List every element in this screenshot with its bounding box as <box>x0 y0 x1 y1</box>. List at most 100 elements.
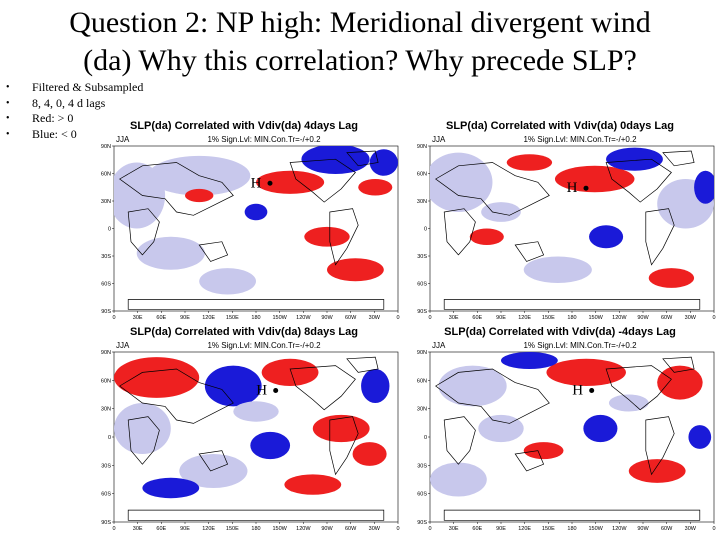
lon-tick-label: 30W <box>369 526 381 532</box>
lat-tick-label: 60N <box>417 172 427 178</box>
map-field <box>430 352 712 521</box>
coastline <box>662 356 695 373</box>
correlation-region <box>312 414 370 443</box>
lon-tick-label: 150W <box>272 315 287 321</box>
high-pressure-label: H <box>256 383 267 399</box>
coastline <box>198 241 229 262</box>
lat-tick-label: 30S <box>101 463 111 469</box>
lat-tick-label: 0 <box>108 227 111 233</box>
lon-tick-label: 180 <box>251 315 260 321</box>
lon-tick-label: 60W <box>345 315 357 321</box>
lon-tick-label: 0 <box>712 526 715 532</box>
coastline <box>289 365 356 411</box>
bullet-item: 8, 4, 0, 4 d lags <box>6 96 143 112</box>
lat-tick-label: 0 <box>108 435 111 441</box>
coastline <box>329 416 359 476</box>
high-center-dot <box>273 388 279 393</box>
lon-tick-label: 90W <box>637 526 649 532</box>
lon-tick-label: 150E <box>542 315 555 321</box>
lat-tick-label: 60S <box>417 282 427 288</box>
coastline <box>435 162 550 216</box>
map-panel-top-right: SLP(da) Correlated with Vdiv(da) 0days L… <box>402 118 718 323</box>
lon-tick-label: 30E <box>449 315 459 321</box>
lon-tick-label: 120E <box>518 526 531 532</box>
correlation-region <box>688 425 712 449</box>
lon-tick-label: 60W <box>661 526 673 532</box>
lat-tick-label: 60S <box>101 282 111 288</box>
correlation-region <box>327 258 384 282</box>
bullet-item: Red: > 0 <box>6 111 143 127</box>
coastline <box>289 158 356 203</box>
lon-tick-label: 150W <box>588 526 603 532</box>
lon-tick-label: 150W <box>588 315 603 321</box>
correlation-region <box>648 268 695 288</box>
correlation-region <box>369 149 398 176</box>
lat-tick-label: 0 <box>424 435 427 441</box>
panel-season: JJA <box>432 341 446 350</box>
correlation-region <box>478 414 524 443</box>
coastline <box>443 416 476 465</box>
correlation-region <box>546 358 626 386</box>
lon-tick-label: 120E <box>518 315 531 321</box>
correlation-region <box>233 401 279 422</box>
correlation-region <box>358 179 393 196</box>
lon-tick-label: 120W <box>296 526 311 532</box>
lon-tick-label: 30E <box>133 526 143 532</box>
lon-tick-label: 0 <box>396 315 399 321</box>
lon-tick-label: 120E <box>202 315 215 321</box>
correlation-region <box>199 268 256 295</box>
lat-tick-label: 90N <box>417 144 427 150</box>
lon-tick-label: 0 <box>396 526 399 532</box>
lat-tick-label: 90N <box>101 350 111 356</box>
correlation-region <box>657 365 703 400</box>
coastline <box>346 356 379 373</box>
lon-tick-label: 150W <box>272 526 287 532</box>
high-pressure-label: H <box>567 180 578 196</box>
coastline <box>127 299 385 310</box>
correlation-map: SLP(da) Correlated with Vdiv(da) 8days L… <box>101 326 400 532</box>
lon-tick-label: 0 <box>112 315 115 321</box>
coastline <box>645 416 675 476</box>
slide-title-line-1: Question 2: NP high: Meridional divergen… <box>69 6 651 39</box>
correlation-region <box>244 203 268 221</box>
correlation-region <box>506 154 553 171</box>
coastline <box>605 365 672 411</box>
lat-tick-label: 90S <box>417 520 427 526</box>
correlation-region <box>185 188 214 203</box>
lon-tick-label: 60W <box>661 315 673 321</box>
panel-subtitle: 1% Sign.Lvl: MIN.Con.Tr=-/+0.2 <box>523 135 637 144</box>
correlation-region <box>301 146 370 175</box>
correlation-region <box>204 365 262 407</box>
panel-subtitle: 1% Sign.Lvl: MIN.Con.Tr=-/+0.2 <box>523 341 637 350</box>
correlation-region <box>583 414 618 443</box>
panel-title: SLP(da) Correlated with Vdiv(da) -4days … <box>444 326 676 338</box>
coastline <box>329 208 359 266</box>
lon-tick-label: 90E <box>180 526 190 532</box>
correlation-region <box>430 462 487 497</box>
correlation-region <box>136 236 205 270</box>
lon-tick-label: 150E <box>542 526 555 532</box>
correlation-region <box>142 477 200 499</box>
map-field <box>114 356 390 521</box>
lon-tick-label: 90W <box>321 315 333 321</box>
lat-tick-label: 60N <box>417 378 427 384</box>
lat-tick-label: 90S <box>101 520 111 526</box>
lon-tick-label: 90E <box>496 526 506 532</box>
correlation-region <box>501 352 558 369</box>
lat-tick-label: 90S <box>417 309 427 315</box>
lon-tick-label: 150E <box>226 315 239 321</box>
lat-tick-label: 60N <box>101 172 111 178</box>
coastline <box>119 368 234 424</box>
correlation-region <box>284 474 342 495</box>
lon-tick-label: 60E <box>156 526 166 532</box>
lon-tick-label: 120E <box>202 526 215 532</box>
correlation-region <box>694 170 714 204</box>
map-panel-bottom-right: SLP(da) Correlated with Vdiv(da) -4days … <box>402 324 718 534</box>
correlation-region <box>261 358 319 386</box>
lon-tick-label: 180 <box>567 526 576 532</box>
correlation-region <box>250 431 291 460</box>
coastline <box>346 150 379 167</box>
map-field <box>430 147 714 310</box>
lon-tick-label: 60E <box>472 526 482 532</box>
correlation-region <box>523 256 592 283</box>
